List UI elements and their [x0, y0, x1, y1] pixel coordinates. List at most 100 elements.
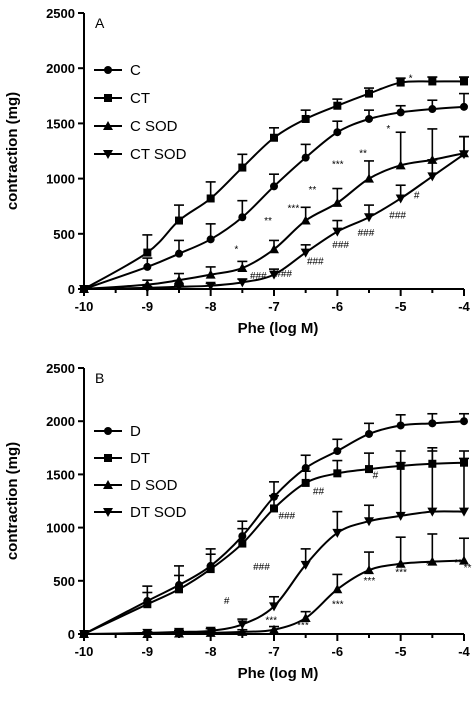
- significance-marker: ###: [332, 240, 349, 251]
- data-point: [175, 585, 183, 594]
- significance-marker: #: [414, 190, 420, 201]
- data-point: [395, 511, 406, 521]
- data-point: [333, 469, 342, 478]
- legend-item: C SOD: [94, 118, 178, 135]
- series-ct: [80, 76, 469, 293]
- data-point: [237, 263, 248, 273]
- data-point: [395, 194, 406, 204]
- data-point: [238, 539, 247, 548]
- series-dt-sod: [79, 446, 469, 639]
- data-point: [206, 235, 215, 244]
- y-tick-label: 2000: [46, 414, 75, 429]
- significance-marker: **: [359, 149, 368, 160]
- legend-label: C SOD: [130, 118, 178, 135]
- legend-marker: [103, 150, 113, 159]
- chart-panel-A: 0 500 1000 1500 2000 2500 -10 -9 -8 -7 -6 -5 -4 Phe (…: [4, 6, 471, 337]
- data-point: [143, 248, 152, 257]
- data-point: [332, 197, 343, 207]
- significance-marker: ***: [297, 621, 310, 632]
- significance-marker: **: [308, 185, 317, 196]
- significance-marker: #: [224, 596, 230, 607]
- legend-marker: [104, 94, 112, 102]
- panel-label: A: [95, 15, 105, 31]
- significance-marker: #: [373, 471, 379, 482]
- significance-marker: ###: [250, 271, 267, 282]
- data-point: [238, 213, 247, 222]
- data-point: [427, 507, 438, 517]
- data-point: [174, 275, 184, 285]
- data-point: [300, 613, 311, 623]
- x-tick-label: -5: [395, 299, 407, 314]
- data-point: [269, 244, 279, 254]
- legend-label: D SOD: [130, 477, 178, 494]
- y-tick-label: 2500: [46, 6, 75, 21]
- y-tick-label: 500: [53, 574, 75, 589]
- y-axis-label: contraction (mg): [4, 92, 21, 210]
- significance-marker: ###: [307, 257, 324, 268]
- x-tick-label: -4: [458, 644, 470, 659]
- data-point: [237, 278, 248, 288]
- data-point: [365, 114, 373, 123]
- data-point: [364, 213, 374, 223]
- data-point: [332, 584, 343, 594]
- data-point: [428, 105, 437, 114]
- data-point: [365, 89, 373, 98]
- legend-item: DT SOD: [94, 504, 187, 521]
- data-point: [143, 600, 152, 609]
- x-tick-label: -10: [75, 299, 94, 314]
- y-tick-label: 1000: [46, 521, 75, 536]
- y-tick-label: 0: [68, 627, 75, 642]
- significance-marker: **: [454, 558, 463, 569]
- data-point: [300, 215, 311, 225]
- data-point: [396, 108, 405, 117]
- data-point: [301, 464, 310, 473]
- data-point: [365, 465, 373, 474]
- data-point: [270, 504, 278, 513]
- data-point: [301, 478, 310, 487]
- legend-marker: [104, 427, 112, 435]
- y-tick-label: 1500: [46, 116, 75, 131]
- x-tick-label: -9: [142, 644, 154, 659]
- significance-marker: ###: [253, 562, 270, 573]
- x-axis-label: Phe (log M): [238, 320, 319, 337]
- data-point: [301, 114, 310, 123]
- data-point: [333, 101, 342, 110]
- significance-marker: ***: [331, 160, 344, 171]
- data-point: [300, 560, 311, 570]
- x-tick-label: -4: [458, 299, 470, 314]
- chart-panel-B: 0 500 1000 1500 2000 2500 -10 -9 -8 -7 -6 -5 -4 Phe (…: [4, 361, 472, 682]
- x-tick-label: -7: [268, 644, 280, 659]
- legend-label: C: [130, 62, 141, 79]
- legend-marker: [103, 480, 113, 489]
- legend-item: D SOD: [94, 477, 178, 494]
- y-tick-label: 500: [53, 227, 75, 242]
- series-d-sod: [79, 533, 469, 638]
- legend-item: C: [94, 62, 141, 79]
- data-point: [395, 558, 406, 568]
- data-point: [460, 77, 468, 86]
- y-tick-label: 1000: [46, 172, 75, 187]
- x-tick-label: -6: [332, 644, 344, 659]
- data-point: [428, 419, 437, 428]
- data-point: [174, 282, 184, 292]
- data-point: [205, 626, 216, 636]
- data-point: [364, 565, 374, 575]
- data-point: [364, 517, 374, 527]
- legend-marker: [104, 454, 112, 462]
- data-point: [428, 77, 437, 86]
- significance-marker: ***: [287, 204, 300, 215]
- data-point: [427, 172, 438, 182]
- data-point: [396, 78, 405, 87]
- data-point: [205, 269, 216, 279]
- panel-label: B: [95, 370, 104, 386]
- legend-marker: [104, 66, 112, 74]
- data-point: [143, 262, 152, 271]
- data-point: [79, 285, 89, 294]
- legend-marker: [103, 508, 113, 517]
- data-point: [459, 507, 469, 517]
- legend-item: D: [94, 423, 141, 440]
- y-tick-label: 1500: [46, 467, 75, 482]
- significance-marker: ###: [357, 228, 374, 239]
- data-point: [237, 626, 248, 636]
